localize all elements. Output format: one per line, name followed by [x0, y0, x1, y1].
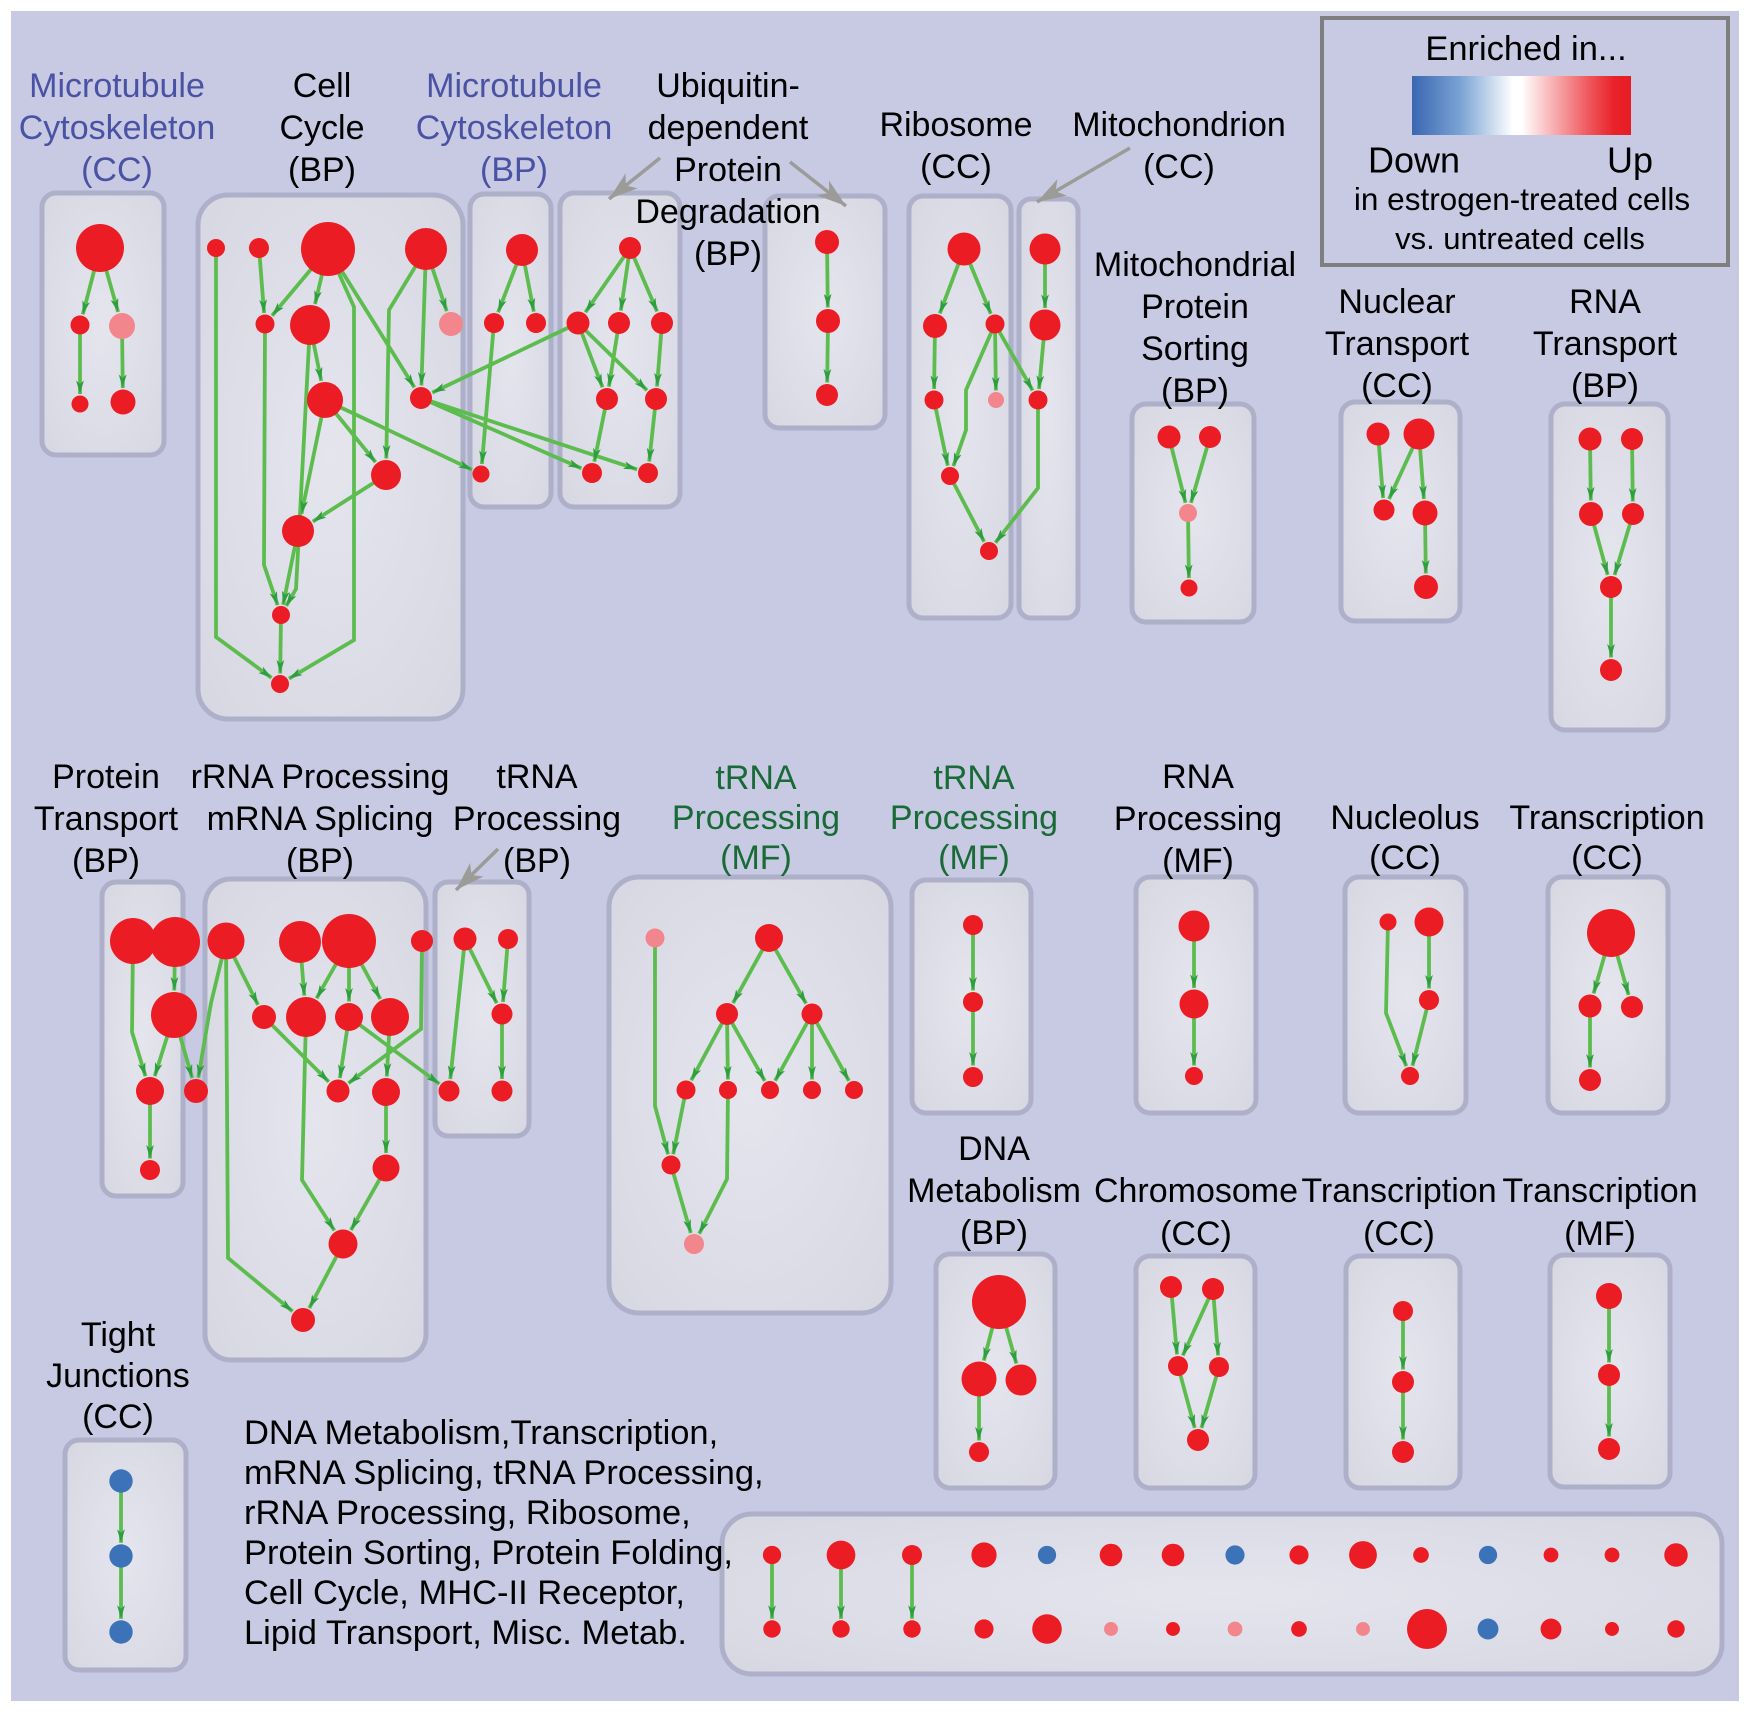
svg-text:Down: Down [1368, 140, 1460, 181]
svg-text:Up: Up [1607, 140, 1653, 181]
svg-text:in estrogen-treated cells: in estrogen-treated cells [1354, 181, 1690, 217]
svg-text:Mitochondrion(CC): Mitochondrion (CC) [1072, 106, 1286, 186]
svg-text:vs. untreated cells: vs. untreated cells [1395, 221, 1645, 256]
svg-text:Ribosome(CC): Ribosome (CC) [879, 106, 1032, 186]
svg-text:Enriched in...: Enriched in... [1425, 30, 1626, 68]
svg-text:DNA Metabolism,Transcription,m: DNA Metabolism,Transcription, mRNA Splici… [244, 1414, 764, 1652]
svg-text:Nucleolus(CC): Nucleolus (CC) [1330, 799, 1479, 877]
svg-text:Transcription(CC): Transcription (CC) [1509, 799, 1704, 877]
svg-text:Transcription(MF): Transcription (MF) [1502, 1172, 1697, 1253]
svg-text:Chromosome(CC): Chromosome (CC) [1094, 1172, 1298, 1253]
svg-text:Transcription(CC): Transcription (CC) [1301, 1172, 1496, 1253]
